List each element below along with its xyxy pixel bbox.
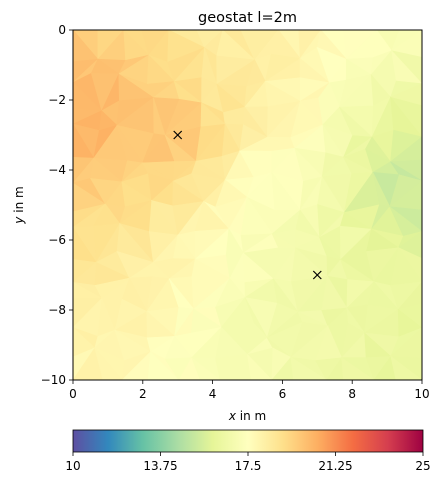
y-tick-label: −10 <box>41 373 66 387</box>
y-tick-label: −8 <box>48 303 66 317</box>
y-axis: 0 −2 −4 −6 −8 −10 <box>41 23 73 387</box>
mesh-cell <box>341 357 375 380</box>
colorbar-tick-label: 21.25 <box>318 459 352 473</box>
colorbar-axis: 10 13.75 17.5 21.25 25 <box>65 452 431 473</box>
colorbar-tick-label: 13.75 <box>143 459 177 473</box>
y-tick-label: −2 <box>48 93 66 107</box>
mesh-cell <box>191 356 221 380</box>
plot-frame <box>72 29 423 381</box>
sample-marker <box>173 130 183 140</box>
mesh-cell <box>94 347 123 380</box>
colorbar-tick-label: 25 <box>415 459 430 473</box>
mesh-cell <box>290 356 328 380</box>
y-axis-label: y in m <box>12 186 26 224</box>
x-axis: 0 2 4 6 8 10 <box>69 380 430 401</box>
sample-markers <box>173 130 322 280</box>
x-tick-label: 2 <box>139 387 147 401</box>
mesh-cell <box>390 355 422 380</box>
colorbar-tick-label: 17.5 <box>235 459 262 473</box>
x-tick-label: 0 <box>69 387 77 401</box>
x-axis-label: x in m <box>228 409 266 423</box>
chart-title: geostat l=2m <box>198 10 297 26</box>
y-tick-label: −4 <box>48 163 66 177</box>
mesh-cell <box>246 353 273 380</box>
colorbar-tick-label: 10 <box>65 459 80 473</box>
field-mesh <box>73 30 422 380</box>
x-tick-label: 4 <box>209 387 217 401</box>
colorbar <box>72 429 424 453</box>
sample-marker <box>312 270 322 280</box>
y-tick-label: −6 <box>48 233 66 247</box>
x-tick-label: 8 <box>348 387 356 401</box>
x-tick-label: 6 <box>279 387 287 401</box>
mesh-cell <box>147 351 180 380</box>
x-tick-label: 10 <box>414 387 429 401</box>
y-tick-label: 0 <box>58 23 66 37</box>
